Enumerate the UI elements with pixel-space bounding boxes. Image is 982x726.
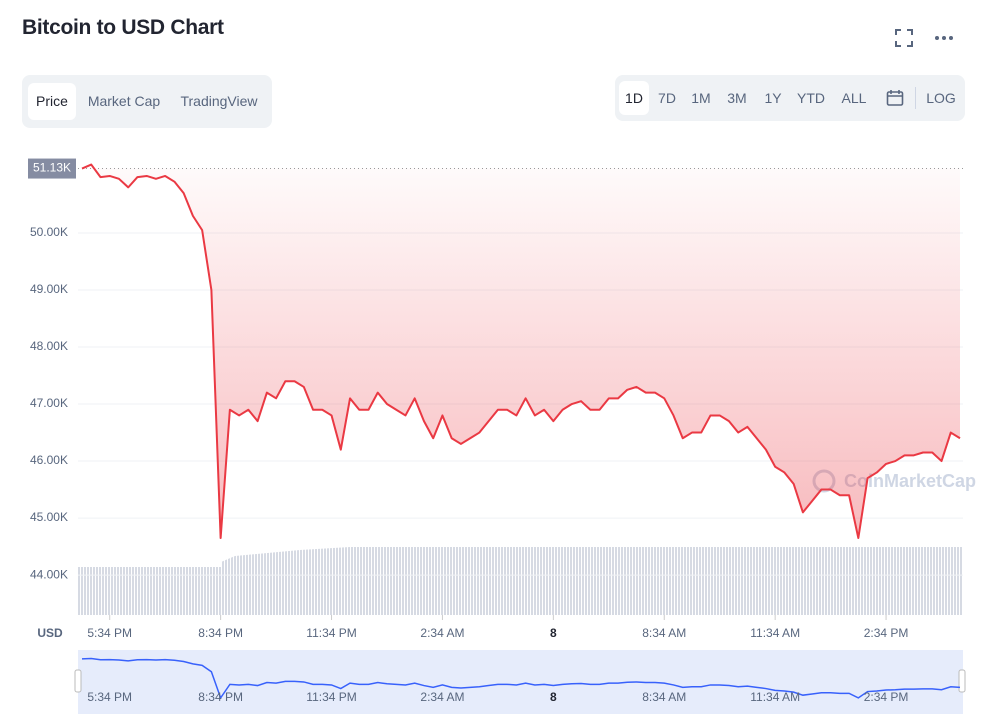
x-tick-label: 8:34 AM bbox=[642, 626, 686, 640]
navigator-tick-label: 8:34 AM bbox=[642, 690, 686, 704]
x-tick-label: 8 bbox=[550, 626, 557, 640]
volume-bars bbox=[78, 567, 221, 615]
y-tick-label: 48.00K bbox=[30, 339, 68, 353]
area bbox=[82, 164, 960, 539]
y-tick-label: 50.00K bbox=[30, 225, 68, 239]
fullscreen-icon[interactable] bbox=[894, 28, 914, 48]
tab-group: Price Market Cap TradingView bbox=[22, 75, 272, 128]
x-tick-label: 8:34 PM bbox=[198, 626, 243, 640]
currency-label: USD bbox=[37, 626, 63, 640]
volume-bars bbox=[221, 547, 963, 615]
x-tick-label: 2:34 AM bbox=[420, 626, 464, 640]
range-button[interactable]: ALL bbox=[841, 90, 867, 106]
navigator-handle[interactable] bbox=[74, 669, 82, 693]
y-tick-label: 47.00K bbox=[30, 396, 68, 410]
y-tick-label: 45.00K bbox=[30, 510, 68, 524]
x-tick-label: 2:34 PM bbox=[864, 626, 909, 640]
range-button[interactable]: 3M bbox=[727, 90, 747, 106]
navigator-tick-label: 8:34 PM bbox=[198, 690, 243, 704]
range-button[interactable]: 1Y bbox=[764, 90, 782, 106]
x-tick-label: 11:34 AM bbox=[750, 626, 800, 640]
navigator-tick-label: 5:34 PM bbox=[87, 690, 132, 704]
navigator-tick-label: 2:34 PM bbox=[864, 690, 909, 704]
navigator[interactable] bbox=[78, 650, 963, 714]
y-tick-label: 49.00K bbox=[30, 282, 68, 296]
chart: CoinMarketCap USD 44.00K 45.00K 46.00K 47.0… bbox=[28, 158, 976, 714]
navigator-tick-label: 11:34 AM bbox=[750, 690, 800, 704]
calendar-icon[interactable] bbox=[886, 89, 904, 107]
price-tag bbox=[28, 158, 76, 179]
log-button[interactable]: LOG bbox=[926, 90, 956, 106]
watermark: CoinMarketCap bbox=[844, 471, 976, 491]
navigator-line bbox=[81, 657, 961, 700]
x-tick-label: 11:34 PM bbox=[306, 626, 356, 640]
y-tick-label: 46.00K bbox=[30, 453, 68, 467]
tab[interactable]: Market Cap bbox=[87, 93, 161, 109]
x-tick-label: 5:34 PM bbox=[87, 626, 132, 640]
range-button[interactable]: YTD bbox=[797, 90, 825, 106]
y-tick-label: 44.00K bbox=[30, 567, 68, 581]
price-tag-label: 51.13K bbox=[33, 161, 71, 175]
divider bbox=[915, 87, 916, 109]
tab[interactable]: TradingView bbox=[180, 93, 258, 109]
more-icon[interactable] bbox=[934, 33, 954, 43]
range-group: 1D 7D 1M 3M 1Y YTD ALL LOG bbox=[615, 75, 965, 121]
navigator-tick-label: 2:34 AM bbox=[420, 690, 464, 704]
range-button[interactable]: 7D bbox=[658, 90, 676, 106]
navigator-handle[interactable] bbox=[958, 669, 966, 693]
range-button[interactable]: 1M bbox=[691, 90, 711, 106]
navigator-tick-label: 8 bbox=[550, 690, 557, 704]
range-button[interactable]: 1D bbox=[619, 81, 649, 115]
price-line bbox=[81, 163, 961, 540]
page-title: Bitcoin to USD Chart bbox=[22, 16, 224, 39]
tab[interactable]: Price bbox=[28, 83, 76, 120]
navigator-tick-label: 11:34 PM bbox=[306, 690, 356, 704]
